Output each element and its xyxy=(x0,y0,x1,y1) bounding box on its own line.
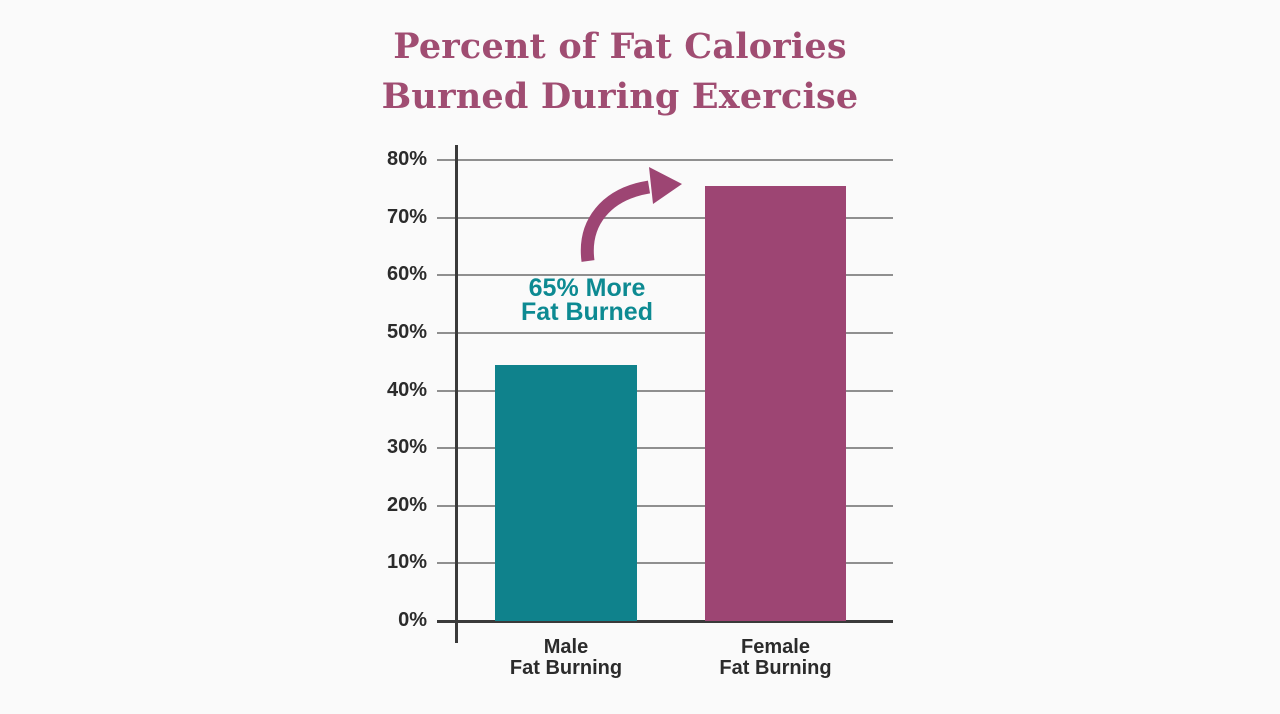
chart-title-line-1: Percent of Fat Calories xyxy=(393,26,847,67)
gridline-30 xyxy=(437,447,893,450)
gridline-10 xyxy=(437,562,893,565)
curved-arrow-head xyxy=(649,167,682,204)
x-label-male-line-2: Fat Burning xyxy=(509,657,623,679)
bar-female-fat-burning xyxy=(705,186,846,621)
gridline-20 xyxy=(437,504,893,507)
ytick-label-70: 70% xyxy=(386,205,427,228)
ytick-label-40: 40% xyxy=(386,378,427,401)
x-label-female-line-1: Female xyxy=(741,636,810,658)
bar-male-fat-burning xyxy=(495,365,637,621)
x-label-male: Male Fat Burning xyxy=(495,637,637,679)
gridline-50 xyxy=(437,331,893,334)
plot-area: 80% 70% 60% 50% 40% 30% 20% 10% 0% 65% More Fat B… xyxy=(387,145,893,679)
x-label-female: Female Fat Burning xyxy=(705,637,846,679)
gridline-80 xyxy=(437,159,893,161)
annotation-line-1: 65% More xyxy=(528,274,646,302)
ytick-label-0: 0% xyxy=(398,609,427,631)
gridline-40 xyxy=(437,389,893,392)
x-label-female-line-2: Fat Burning xyxy=(719,657,832,679)
y-axis-line xyxy=(455,145,458,643)
ytick-label-50: 50% xyxy=(386,320,427,343)
ytick-label-30: 30% xyxy=(386,436,427,459)
chart-title: Percent of Fat Calories Burned During Exe… xyxy=(260,22,980,122)
gridline-60 xyxy=(437,274,893,277)
ytick-label-10: 10% xyxy=(386,551,427,574)
ytick-label-60: 60% xyxy=(386,263,427,286)
curved-arrow-shaft xyxy=(580,180,651,262)
gridline-70 xyxy=(437,216,893,219)
gridline-0 xyxy=(437,620,893,623)
curved-arrow-icon xyxy=(580,167,682,262)
ytick-label-80: 80% xyxy=(386,148,427,170)
chart-title-line-2: Burned During Exercise xyxy=(381,76,859,117)
annotation-line-2: Fat Burned xyxy=(521,298,653,326)
x-label-male-line-1: Male xyxy=(543,636,589,658)
annotation-65-percent-more: 65% More Fat Burned xyxy=(467,274,707,326)
ytick-label-20: 20% xyxy=(386,493,427,516)
